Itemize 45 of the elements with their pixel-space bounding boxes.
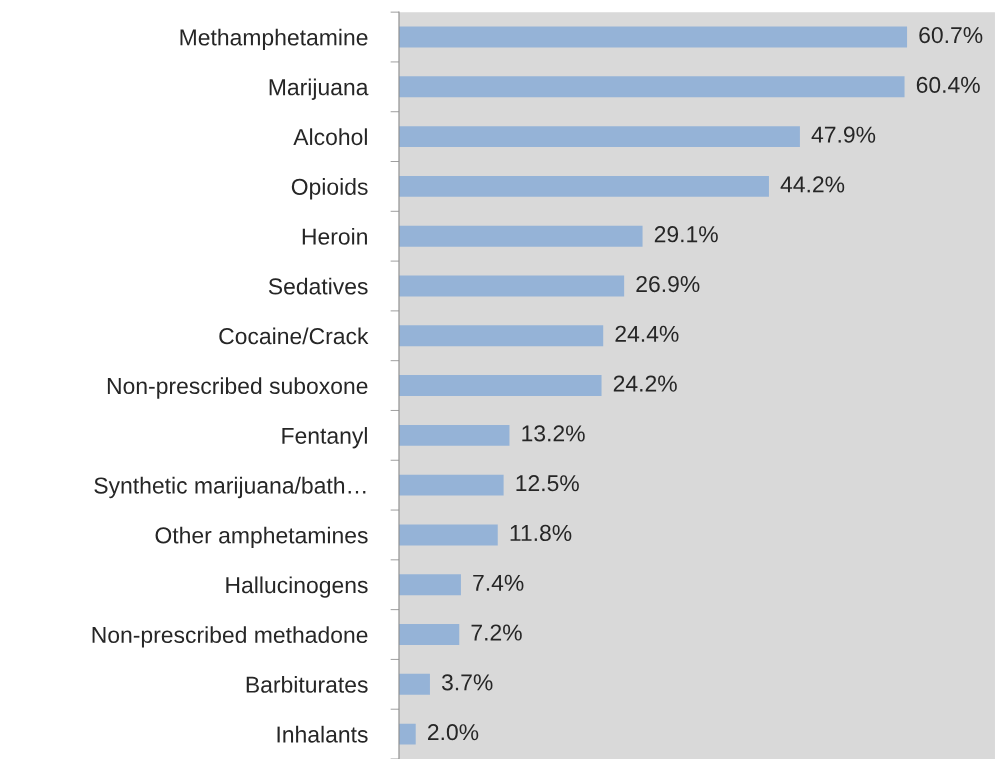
y-tick-label: Inhalants (277, 725, 368, 743)
data-label: 26.9% (636, 275, 700, 293)
bar (398, 325, 604, 347)
y-tick-label: Methamphetamine (180, 28, 368, 51)
bar (398, 225, 643, 247)
data-label: 24.4% (615, 325, 679, 342)
bar (398, 673, 430, 695)
bar (398, 76, 905, 98)
y-tick-label: Cocaine/Crack (219, 327, 369, 345)
y-tick-label: Heroin (302, 227, 367, 245)
y-tick-label: Other amphetamines (155, 526, 368, 548)
bar (398, 524, 498, 546)
bar (398, 574, 461, 596)
bar (398, 474, 504, 496)
bar (398, 175, 769, 197)
bar (398, 424, 510, 446)
y-tick-label: Marijuana (269, 78, 369, 100)
y-tick-label: Hallucinogens (226, 576, 368, 598)
data-label: 13.2% (522, 425, 585, 442)
data-label: 60.7% (919, 26, 983, 44)
bar (398, 624, 460, 645)
y-tick-label: Fentanyl (282, 427, 367, 449)
data-label: 2.0% (427, 724, 479, 741)
data-label: 7.2% (471, 624, 522, 641)
data-label: 60.4% (916, 76, 980, 93)
data-label: 7.4% (473, 574, 524, 591)
data-label: 24.2% (613, 375, 677, 392)
bar (398, 126, 800, 148)
data-label: 11.8% (510, 524, 572, 542)
y-tick-label: Opioids (291, 178, 368, 200)
y-tick-label: Barbiturates (246, 676, 368, 693)
data-label: 47.9% (811, 126, 876, 143)
data-label: 3.7% (441, 674, 493, 691)
data-label: 44.2% (780, 176, 845, 193)
y-tick-label: Non-prescribed suboxone (107, 377, 368, 399)
y-tick-label: Synthetic marijuana/bath… (94, 476, 366, 499)
y-tick-label: Sedatives (268, 277, 368, 295)
y-tick-label: Non-prescribed methadone (92, 626, 368, 648)
bar (398, 375, 602, 397)
data-label: 29.1% (654, 226, 718, 243)
bar (398, 275, 625, 297)
bar (398, 26, 908, 48)
data-label: 12.5% (516, 475, 579, 492)
y-tick-label: Alcohol (293, 128, 367, 146)
bar (398, 723, 416, 745)
